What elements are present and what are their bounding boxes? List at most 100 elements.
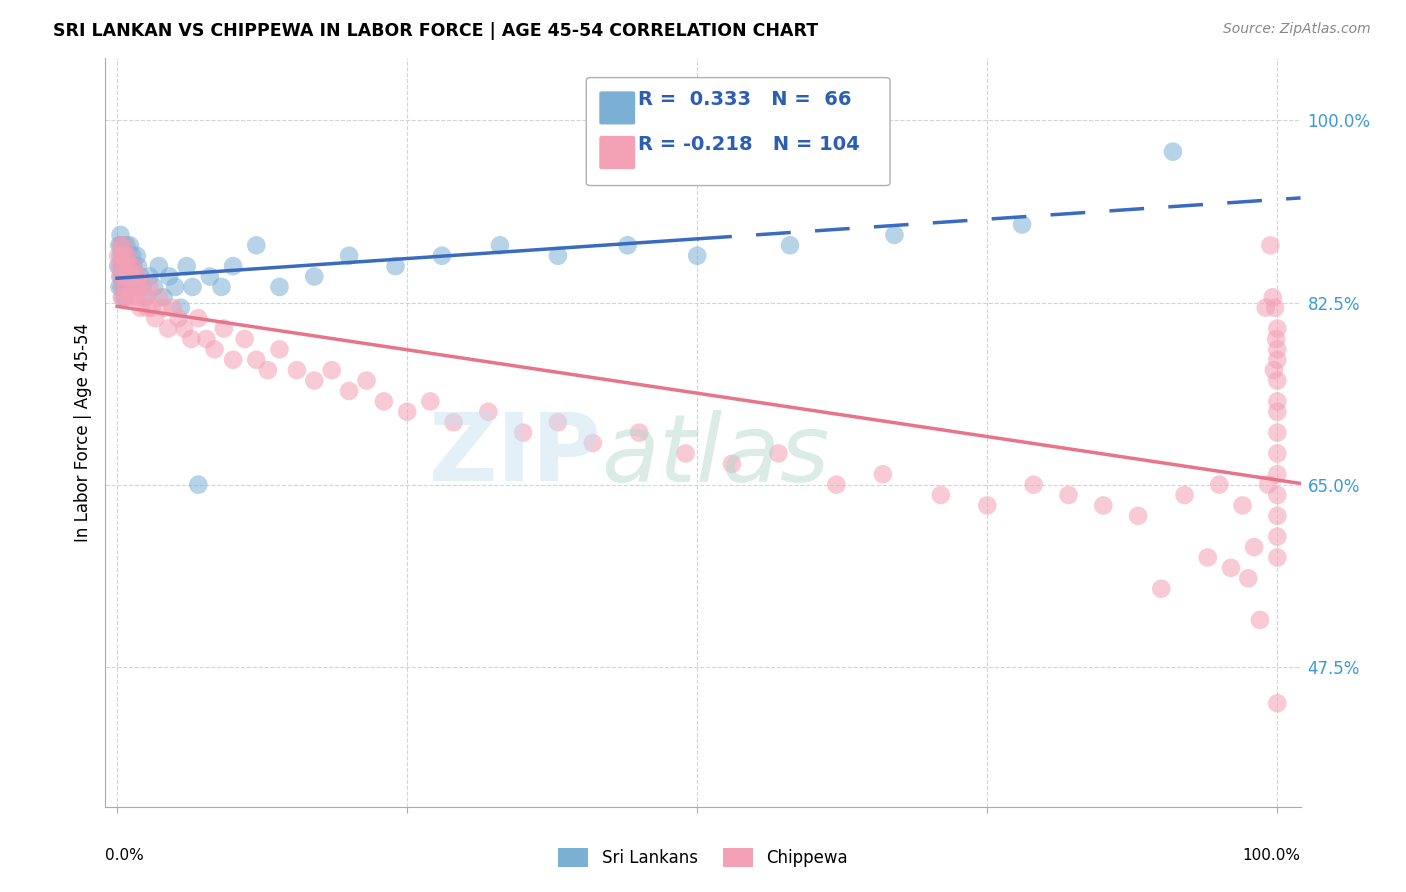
Point — [384, 259, 406, 273]
Point — [112, 238, 135, 252]
Text: R =  0.333   N =  66: R = 0.333 N = 66 — [638, 90, 852, 110]
Point — [686, 249, 709, 263]
Point — [198, 269, 221, 284]
Point — [127, 290, 149, 304]
Point — [125, 280, 148, 294]
Point — [125, 249, 148, 263]
Point — [1265, 696, 1288, 710]
Point — [143, 311, 166, 326]
Point — [110, 238, 132, 252]
Point — [582, 436, 605, 450]
Point — [430, 249, 453, 263]
Legend: Sri Lankans, Chippewa: Sri Lankans, Chippewa — [551, 841, 855, 874]
Point — [1057, 488, 1080, 502]
Point — [110, 269, 132, 284]
Point — [124, 269, 146, 284]
Point — [170, 301, 193, 315]
Point — [111, 269, 134, 284]
Point — [120, 280, 142, 294]
Point — [1232, 499, 1254, 513]
Text: SRI LANKAN VS CHIPPEWA IN LABOR FORCE | AGE 45-54 CORRELATION CHART: SRI LANKAN VS CHIPPEWA IN LABOR FORCE | … — [53, 22, 818, 40]
Point — [1263, 363, 1285, 377]
Point — [121, 280, 143, 294]
Point — [675, 446, 697, 460]
Point — [108, 280, 131, 294]
Point — [111, 259, 134, 273]
Point — [114, 249, 136, 263]
Point — [616, 238, 638, 252]
Text: Source: ZipAtlas.com: Source: ZipAtlas.com — [1223, 22, 1371, 37]
Point — [111, 259, 134, 273]
Point — [115, 259, 138, 273]
Point — [117, 269, 139, 284]
Point — [108, 238, 131, 252]
Point — [118, 259, 141, 273]
Point — [131, 280, 153, 294]
Text: R = -0.218   N = 104: R = -0.218 N = 104 — [638, 135, 860, 154]
Point — [222, 259, 245, 273]
Point — [148, 290, 170, 304]
Point — [173, 321, 195, 335]
Text: atlas: atlas — [602, 409, 830, 500]
Point — [269, 343, 291, 357]
Point — [547, 249, 569, 263]
Point — [118, 238, 141, 252]
Point — [1265, 488, 1288, 502]
Point — [112, 238, 135, 252]
Point — [111, 280, 134, 294]
Point — [143, 280, 166, 294]
Point — [285, 363, 308, 377]
Point — [180, 332, 202, 346]
Point — [157, 269, 180, 284]
Point — [1011, 218, 1033, 232]
Point — [1265, 332, 1288, 346]
Point — [148, 259, 170, 273]
Point — [111, 280, 134, 294]
Point — [157, 321, 180, 335]
Point — [152, 290, 174, 304]
Point — [118, 269, 141, 284]
Text: 100.0%: 100.0% — [1243, 848, 1301, 863]
Point — [443, 415, 465, 429]
Point — [127, 259, 149, 273]
Point — [721, 457, 744, 471]
Point — [118, 269, 141, 284]
Point — [373, 394, 395, 409]
Point — [114, 290, 136, 304]
Point — [165, 280, 187, 294]
Point — [222, 352, 245, 367]
Point — [257, 363, 280, 377]
Point — [1261, 290, 1284, 304]
Point — [111, 238, 134, 252]
Point — [118, 280, 141, 294]
Point — [134, 290, 156, 304]
Point — [1126, 508, 1149, 523]
Point — [1257, 477, 1279, 491]
Point — [111, 290, 134, 304]
Point — [120, 269, 142, 284]
Point — [304, 374, 326, 388]
Point — [1265, 425, 1288, 440]
Point — [1265, 446, 1288, 460]
Point — [477, 405, 499, 419]
Point — [136, 301, 159, 315]
Point — [1219, 561, 1241, 575]
Point — [1265, 550, 1288, 565]
Point — [124, 280, 146, 294]
Point — [245, 238, 267, 252]
Point — [128, 269, 150, 284]
Point — [883, 227, 905, 242]
Point — [152, 301, 174, 315]
Point — [112, 280, 135, 294]
Point — [1092, 499, 1115, 513]
Point — [111, 249, 134, 263]
Point — [117, 249, 139, 263]
Point — [195, 332, 218, 346]
Point — [115, 280, 138, 294]
Point — [976, 499, 998, 513]
Point — [512, 425, 534, 440]
Point — [547, 415, 569, 429]
Point — [114, 269, 136, 284]
Point — [129, 269, 152, 284]
Point — [768, 446, 790, 460]
